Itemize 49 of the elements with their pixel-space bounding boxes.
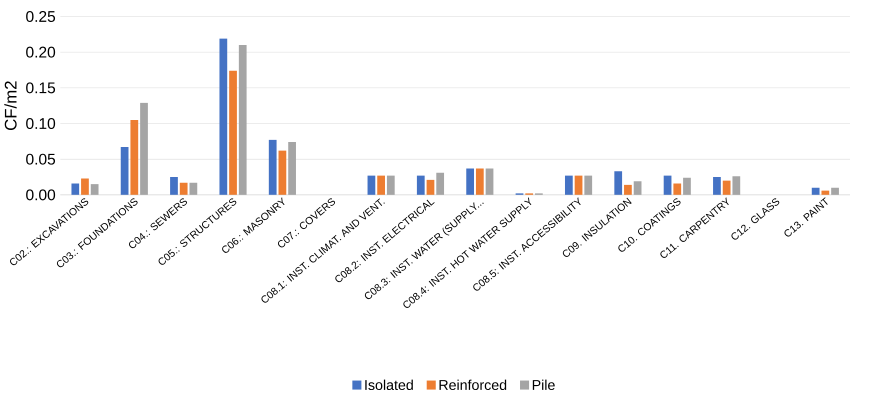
bar — [634, 181, 642, 195]
bar — [368, 176, 376, 195]
bar — [821, 190, 830, 195]
bar — [831, 188, 839, 195]
bar — [683, 178, 691, 195]
y-tick-label: 0.05 — [26, 154, 56, 165]
bar — [377, 176, 385, 195]
bar — [180, 182, 188, 195]
bar — [288, 142, 296, 195]
bar — [812, 188, 820, 195]
y-tick-label: 0.15 — [26, 82, 56, 94]
bar — [219, 38, 228, 195]
bar — [71, 183, 80, 195]
bar — [476, 168, 484, 195]
bar — [436, 172, 444, 195]
legend-label: Pile — [532, 380, 555, 390]
y-tick-label: 0.10 — [26, 118, 56, 129]
y-tick-label: 0.00 — [26, 189, 56, 200]
bar — [386, 176, 395, 195]
bar — [574, 176, 582, 195]
bar — [722, 180, 731, 195]
bar — [584, 176, 592, 195]
bar — [673, 183, 682, 195]
bar — [189, 182, 198, 195]
bar — [564, 176, 573, 195]
bar — [713, 176, 721, 195]
legend-label: Reinforced — [440, 380, 506, 390]
bar — [140, 102, 148, 195]
bar — [486, 168, 494, 195]
legend-label: Isolated — [365, 380, 413, 390]
bar — [664, 176, 672, 195]
bar — [81, 178, 89, 195]
bar — [466, 168, 474, 195]
y-tick-label: 0.25 — [26, 10, 56, 22]
bar — [238, 44, 247, 195]
bar — [426, 180, 434, 195]
y-axis-title: CF/m2 — [4, 81, 17, 130]
bar — [614, 171, 622, 195]
bar — [624, 184, 632, 195]
bar — [120, 146, 128, 195]
bar — [278, 150, 286, 195]
bar — [732, 176, 740, 195]
bar — [416, 176, 425, 195]
y-tick-label: 0.20 — [26, 46, 56, 58]
bar — [229, 70, 237, 195]
bar — [268, 140, 277, 195]
bar — [90, 184, 99, 195]
bar — [130, 120, 138, 195]
bar — [170, 176, 178, 195]
